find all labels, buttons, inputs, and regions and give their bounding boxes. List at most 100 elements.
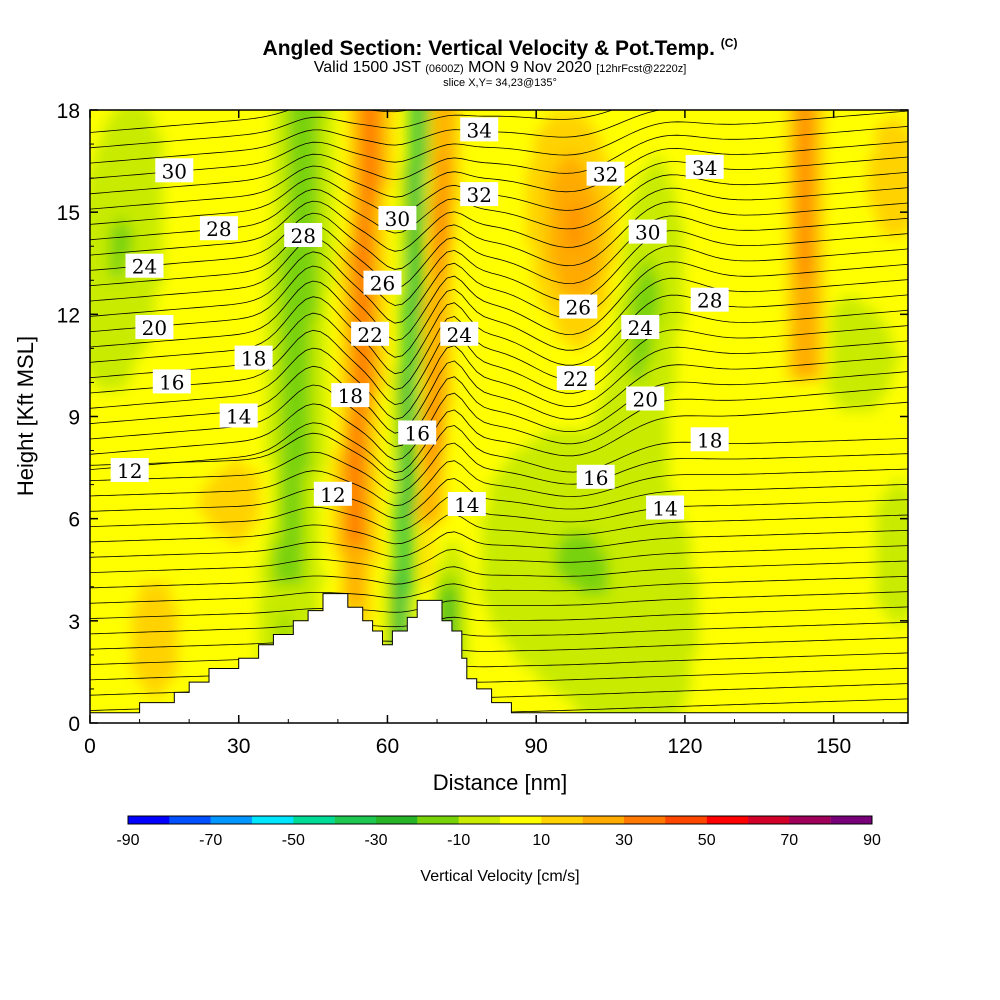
velocity-cell — [660, 287, 669, 299]
velocity-cell — [400, 737, 408, 748]
velocity-cell — [526, 174, 535, 186]
velocity-cell — [437, 583, 446, 595]
velocity-cell — [161, 654, 171, 666]
theta-contour-line — [90, 277, 908, 358]
velocity-cell — [295, 195, 304, 207]
velocity-cell — [90, 164, 96, 176]
velocity-cell — [563, 491, 572, 503]
velocity-cell — [414, 164, 423, 176]
velocity-cell — [370, 552, 379, 564]
velocity-cell — [139, 113, 148, 125]
velocity-cell — [786, 368, 795, 380]
velocity-cell — [288, 511, 297, 523]
velocity-cell — [615, 542, 624, 554]
velocity-cell — [102, 205, 111, 217]
velocity-cell — [526, 481, 535, 493]
velocity-cell — [169, 665, 178, 677]
velocity-cell — [370, 399, 379, 411]
velocity-cell — [645, 603, 654, 615]
velocity-cell — [518, 471, 527, 482]
velocity-cell — [206, 481, 215, 493]
velocity-cell — [593, 695, 602, 707]
velocity-cell — [608, 358, 617, 370]
velocity-cell — [637, 491, 646, 503]
velocity-cell — [518, 562, 527, 574]
theta-label-bg — [199, 216, 238, 241]
velocity-cell — [355, 276, 364, 288]
velocity-cell — [489, 522, 498, 534]
velocity-cell — [362, 110, 371, 115]
velocity-cell — [608, 737, 616, 748]
velocity-cell — [526, 225, 535, 237]
velocity-cell — [637, 552, 646, 564]
colorbar-label: 50 — [698, 832, 716, 849]
velocity-cell — [578, 195, 587, 207]
velocity-cell — [385, 603, 394, 615]
velocity-cell — [593, 450, 602, 462]
velocity-cell — [905, 205, 908, 217]
velocity-cell — [80, 348, 88, 359]
velocity-cell — [407, 552, 416, 564]
velocity-cell — [326, 73, 334, 84]
velocity-cell — [102, 266, 111, 278]
velocity-cell — [890, 603, 899, 615]
velocity-cell — [570, 205, 580, 217]
velocity-cell — [259, 726, 267, 737]
velocity-cell — [407, 297, 416, 309]
velocity-cell — [622, 471, 632, 482]
velocity-cell — [570, 133, 580, 145]
velocity-cell — [637, 307, 646, 319]
velocity-cell — [251, 491, 260, 503]
velocity-cell — [660, 276, 669, 288]
velocity-cell — [883, 154, 892, 166]
velocity-cell — [422, 552, 431, 564]
velocity-cell — [630, 552, 639, 564]
velocity-cell — [570, 573, 580, 585]
velocity-cell — [541, 603, 550, 615]
velocity-cell — [637, 358, 646, 370]
velocity-cell — [831, 348, 840, 360]
velocity-cell — [288, 501, 297, 513]
velocity-cell — [593, 440, 602, 452]
velocity-cell — [451, 110, 461, 115]
velocity-cell — [615, 603, 624, 615]
velocity-cell — [556, 450, 565, 462]
velocity-cell — [541, 491, 550, 503]
velocity-cell — [303, 419, 312, 431]
velocity-cell — [370, 491, 379, 503]
velocity-cell — [808, 338, 817, 350]
velocity-cell — [340, 317, 349, 329]
velocity-cell — [147, 297, 156, 309]
velocity-cell — [794, 73, 802, 84]
velocity-cell — [660, 634, 669, 646]
velocity-cell — [675, 634, 684, 646]
velocity-cell — [340, 287, 349, 299]
velocity-cell — [600, 246, 609, 258]
theta-label: 12 — [110, 458, 149, 483]
velocity-cell — [831, 328, 840, 339]
velocity-cell — [875, 328, 884, 339]
velocity-cell — [139, 110, 148, 115]
velocity-cell — [355, 737, 363, 748]
velocity-cell — [689, 603, 699, 615]
velocity-cell — [816, 164, 825, 176]
velocity-cell — [347, 246, 356, 258]
velocity-cell — [392, 399, 401, 411]
velocity-cell — [652, 205, 661, 217]
velocity-cell — [437, 379, 446, 390]
velocity-cell — [838, 328, 847, 339]
velocity-cell — [340, 266, 349, 278]
velocity-cell — [355, 552, 364, 564]
velocity-cell — [511, 624, 520, 636]
velocity-cell — [600, 695, 609, 707]
velocity-cell — [303, 358, 312, 370]
velocity-cell — [407, 389, 416, 401]
velocity-cell — [444, 603, 453, 615]
velocity-cell — [489, 532, 498, 544]
velocity-cell — [444, 562, 453, 574]
velocity-cell — [548, 522, 557, 534]
velocity-cell — [109, 133, 118, 145]
velocity-cell — [392, 583, 401, 595]
velocity-cell — [593, 644, 602, 656]
velocity-cell — [541, 266, 550, 278]
